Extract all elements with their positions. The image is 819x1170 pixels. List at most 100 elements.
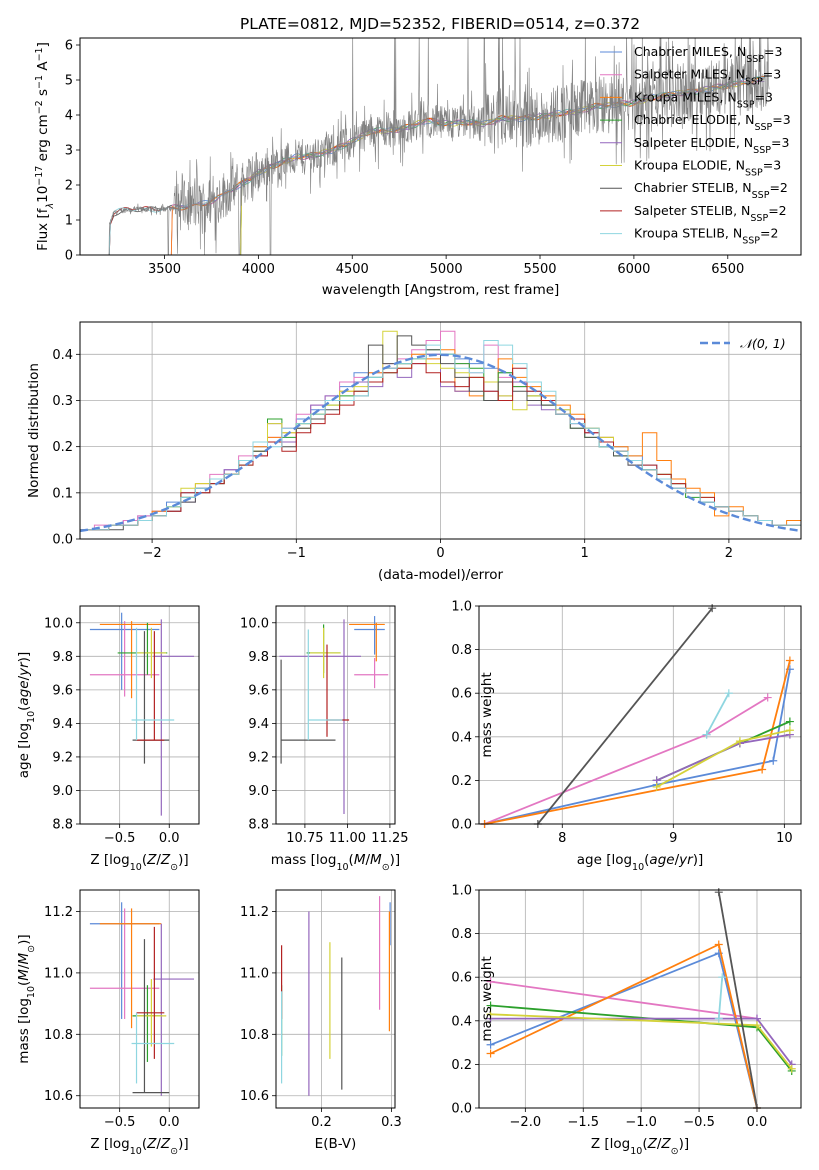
- label-part: )]: [390, 852, 401, 868]
- y-axis-label: mass weight: [479, 956, 495, 1041]
- y-tick-label: 0.1: [52, 486, 73, 501]
- y-tick-label: 0.2: [451, 1058, 472, 1073]
- y-tick-label: 9.6: [52, 683, 73, 698]
- y-tick-label: 9.8: [248, 650, 269, 665]
- x-tick-label: 11.00: [329, 831, 366, 846]
- label-part: erg cm: [35, 114, 51, 165]
- label-part: M: [354, 852, 366, 868]
- x-axis-label: Z [log10(Z/Z⊙)]: [591, 1136, 689, 1157]
- label-part: =2: [769, 180, 787, 195]
- x-tick-label: 5000: [430, 262, 463, 277]
- label-part: Chabrier ELODIE, N: [634, 112, 754, 127]
- label-part: )]: [178, 852, 189, 868]
- weight-line: [484, 696, 769, 824]
- y-axis-label: Normed distribution: [26, 363, 42, 498]
- x-tick-label: 10.75: [286, 831, 323, 846]
- weight-line: [717, 977, 724, 1019]
- y-tick-label: 0.3: [52, 394, 73, 409]
- weight-marker: [652, 782, 661, 791]
- panel-mass_vs_ebv: 0.2 0.3 10.6 10.8 11.0 11.2 E(B-V): [240, 889, 402, 1152]
- weight-marker: [486, 1049, 495, 1058]
- weight-marker: [735, 737, 744, 746]
- panel-age_vs_Z: −0.5 0.08.89.09.29.49.69.810.0Z [log10(Z/…: [16, 605, 200, 873]
- label-part: 10: [26, 986, 37, 998]
- y-tick-label: 9.4: [248, 717, 269, 732]
- label-part: (: [642, 1136, 647, 1152]
- y-tick-label: 0.8: [451, 643, 472, 658]
- y-tick-label: 10.0: [240, 616, 269, 631]
- x-tick-label: −1: [287, 546, 306, 561]
- legend-entry: Salpeter STELIB, NSSP=2: [634, 203, 787, 224]
- y-tick-label: 9.2: [52, 750, 73, 765]
- x-axis-label: wavelength [Angstrom, rest frame]: [322, 282, 560, 298]
- y-tick-label: 10.0: [44, 616, 73, 631]
- label-part: (: [142, 1136, 147, 1152]
- y-tick-label: 6: [65, 39, 73, 54]
- y-tick-label: 0.4: [451, 730, 472, 745]
- x-tick-label: 6000: [617, 262, 650, 277]
- label-part: age: [16, 680, 32, 705]
- label-part: /: [156, 1136, 161, 1152]
- x-tick-label: 2: [725, 546, 733, 561]
- label-part: age [log: [577, 852, 632, 868]
- label-part: 10: [336, 862, 348, 873]
- label-part: SSP: [750, 212, 768, 223]
- label-part: /: [16, 964, 32, 969]
- y-tick-label: 0: [65, 249, 73, 264]
- label-part: Z: [146, 1136, 157, 1152]
- y-tick-label: 0.2: [451, 774, 472, 789]
- weight-marker: [486, 1040, 495, 1049]
- y-axis-label: mass weight: [479, 672, 495, 757]
- label-part: yr: [16, 661, 32, 677]
- y-tick-label: 3: [65, 144, 73, 159]
- x-axis-label: age [log10(age/yr)]: [577, 852, 703, 873]
- y-tick-label: 11.2: [240, 905, 269, 920]
- x-axis-label: Z [log10(Z/Z⊙)]: [90, 852, 188, 873]
- y-tick-label: 0.8: [451, 927, 472, 942]
- y-tick-label: 9.8: [52, 650, 73, 665]
- label-part: SSP: [745, 76, 763, 87]
- y-tick-label: 4: [65, 109, 73, 124]
- legend-entry: Kroupa MILES, NSSP=3: [634, 89, 773, 110]
- label-part: =3: [755, 89, 773, 104]
- y-tick-label: 0.0: [52, 533, 73, 548]
- label-part: Salpeter ELODIE, N: [634, 135, 753, 150]
- weight-marker: [714, 888, 723, 897]
- y-tick-label: 1.0: [451, 600, 472, 615]
- weight-marker: [752, 1021, 761, 1030]
- y-tick-label: 11.2: [44, 905, 73, 920]
- x-axis-label: Z [log10(Z/Z⊙)]: [90, 1136, 188, 1157]
- label-part: SSP: [753, 144, 771, 155]
- label-part: mass [log: [16, 998, 32, 1064]
- axes-frame: [79, 321, 802, 540]
- label-part: SSP: [742, 235, 760, 246]
- axes-frame: [79, 889, 200, 1109]
- label-part: =3: [764, 44, 782, 59]
- y-tick-label: 0.2: [52, 440, 73, 455]
- panel-mass_vs_Z: −0.5 0.010.610.811.011.2Z [log10(Z/Z⊙)]ma…: [16, 889, 200, 1157]
- y-tick-label: 0.6: [451, 971, 472, 986]
- y-tick-label: 8.8: [248, 818, 269, 833]
- x-tick-label: −0.5: [104, 831, 136, 846]
- label-part: M: [370, 852, 382, 868]
- y-tick-label: 9.0: [248, 784, 269, 799]
- x-tick-label: −1.5: [567, 1115, 599, 1130]
- weight-marker: [702, 730, 711, 739]
- legend-entry: Kroupa STELIB, NSSP=2: [634, 226, 778, 247]
- legend-entry: Salpeter ELODIE, NSSP=3: [634, 135, 789, 156]
- weight-line: [490, 951, 758, 1108]
- x-tick-label: 4000: [242, 262, 275, 277]
- x-tick-label: 9: [669, 831, 677, 846]
- x-tick-label: −1.0: [625, 1115, 657, 1130]
- label-part: Z: [146, 852, 157, 868]
- label-part: M: [16, 952, 32, 964]
- panel-residuals: −2 −1 0 1 2 0.0 0.1 0.2 0.3 0.4 𝒩(0, 1) (data-model…: [26, 321, 802, 583]
- label-part: =2: [760, 226, 778, 241]
- label-part: yr: [678, 852, 694, 868]
- y-tick-label: 0.0: [451, 818, 472, 833]
- label-part: Flux [f: [35, 207, 51, 251]
- x-tick-label: 0.0: [159, 831, 180, 846]
- legend-entry: Chabrier ELODIE, NSSP=3: [634, 112, 791, 133]
- label-part: (: [349, 852, 354, 868]
- label-part: Salpeter MILES, N: [634, 67, 745, 82]
